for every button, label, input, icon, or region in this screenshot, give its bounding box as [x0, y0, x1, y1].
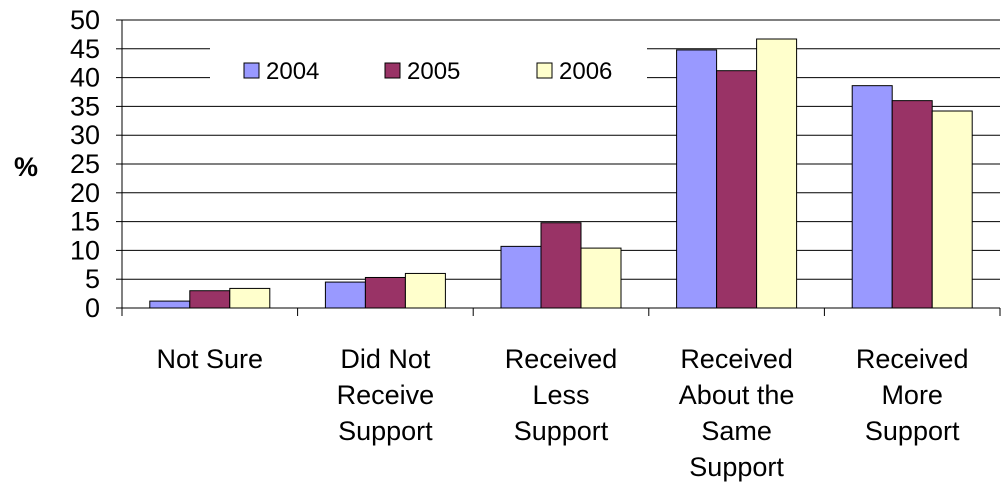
- legend-swatch-2004: [243, 62, 260, 79]
- category-label: Less: [532, 380, 589, 410]
- category-label: Received: [505, 344, 618, 374]
- category-label: Same: [701, 416, 772, 446]
- bar-2004-3: [676, 49, 718, 309]
- category-label: Not Sure: [157, 344, 264, 374]
- legend-swatch-2006: [536, 62, 553, 79]
- bar-2006-3: [756, 38, 798, 309]
- bar-2005-0: [189, 290, 231, 309]
- y-axis-title: %: [14, 152, 38, 182]
- y-tick-label: 45: [70, 34, 100, 64]
- category-label: Receive: [337, 380, 435, 410]
- y-tick-label: 40: [70, 63, 100, 93]
- legend-label: 2005: [407, 58, 460, 85]
- y-tick-label: 10: [70, 235, 100, 265]
- bar-2004-2: [500, 245, 542, 309]
- bar-2004-4: [851, 85, 893, 309]
- bars: [149, 38, 973, 309]
- y-tick-label: 15: [70, 207, 100, 237]
- bar-2006-4: [931, 110, 973, 309]
- legend-label: 2004: [266, 58, 319, 85]
- category-label: Did Not: [340, 344, 431, 374]
- category-label: Support: [689, 452, 784, 482]
- legend-label: 2006: [559, 58, 612, 85]
- y-tick-label: 25: [70, 149, 100, 179]
- category-label: About the: [679, 380, 795, 410]
- bar-2005-2: [540, 222, 582, 309]
- legend: 2004 2005 2006: [210, 46, 647, 104]
- legend-box: [210, 46, 647, 104]
- axes: [116, 19, 1001, 316]
- bar-2005-4: [891, 100, 933, 309]
- category-label: Support: [865, 416, 960, 446]
- y-tick-label: 5: [85, 264, 100, 294]
- category-label: Received: [680, 344, 793, 374]
- category-label: Support: [514, 416, 609, 446]
- category-label: Support: [338, 416, 433, 446]
- y-tick-label: 35: [70, 91, 100, 121]
- bar-2006-1: [404, 272, 446, 309]
- legend-swatch-2005: [384, 62, 401, 79]
- category-label: Received: [856, 344, 969, 374]
- y-tick-label: 20: [70, 178, 100, 208]
- category-labels: Not Sure Did Not Receive Support Received Les…: [157, 344, 969, 482]
- bar-2004-0: [149, 300, 191, 309]
- bar-2005-3: [716, 70, 758, 309]
- y-tick-label: 50: [70, 5, 100, 35]
- category-label: More: [881, 380, 943, 410]
- bar-2006-0: [229, 287, 271, 309]
- y-tick-label: 0: [85, 293, 100, 323]
- bar-2005-1: [364, 276, 406, 309]
- bar-2004-1: [324, 281, 366, 309]
- bar-2006-2: [580, 247, 622, 309]
- y-tick-label: 30: [70, 120, 100, 150]
